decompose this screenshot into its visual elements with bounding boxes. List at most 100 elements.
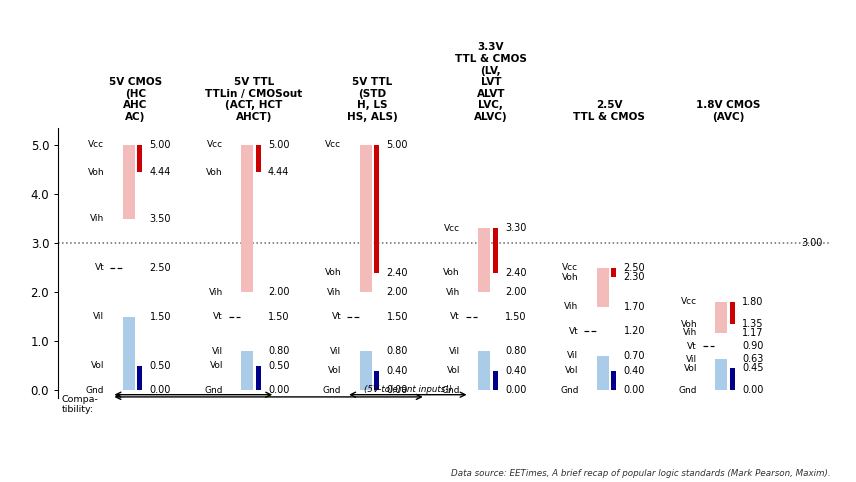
Bar (256, 145, 261, 173)
Text: 0.00: 0.00 (623, 385, 645, 395)
Text: 2.50: 2.50 (623, 263, 645, 273)
Text: Vil: Vil (449, 347, 460, 356)
Text: Vcc: Vcc (207, 140, 223, 149)
Text: 4.44: 4.44 (268, 167, 289, 177)
Text: 0.80: 0.80 (268, 346, 289, 356)
Text: Voh: Voh (562, 273, 579, 282)
Text: 5.00: 5.00 (150, 140, 171, 150)
Text: 1.50: 1.50 (387, 312, 408, 321)
Text: Vt: Vt (687, 342, 697, 350)
Text: Gnd: Gnd (323, 386, 342, 395)
Text: 2.40: 2.40 (387, 268, 408, 278)
Text: 3.50: 3.50 (150, 214, 171, 224)
Text: 1.70: 1.70 (623, 302, 645, 312)
Text: Vih: Vih (446, 288, 460, 296)
Bar (611, 268, 616, 278)
Bar (479, 351, 490, 390)
Text: 5.00: 5.00 (268, 140, 289, 150)
Text: 1.20: 1.20 (623, 326, 645, 336)
Text: Voh: Voh (325, 268, 342, 277)
Text: 2.50: 2.50 (150, 263, 171, 273)
Bar (611, 371, 616, 390)
Text: 0.00: 0.00 (505, 385, 526, 395)
Text: Data source: EETimes, A brief recap of popular logic standards (Mark Pearson, Ma: Data source: EETimes, A brief recap of p… (451, 469, 830, 478)
Text: Vil: Vil (686, 355, 697, 364)
Text: Vih: Vih (90, 214, 104, 223)
Text: 2.00: 2.00 (505, 287, 526, 297)
Text: 0.00: 0.00 (387, 385, 408, 395)
Text: 4.44: 4.44 (150, 167, 171, 177)
Text: 1.80: 1.80 (742, 297, 764, 307)
Text: Vcc: Vcc (444, 224, 460, 233)
Bar (374, 371, 379, 390)
Text: Vih: Vih (683, 328, 697, 337)
Text: Vcc: Vcc (325, 140, 342, 149)
Text: Vt: Vt (450, 312, 460, 321)
Text: Vih: Vih (209, 288, 223, 296)
Bar (374, 145, 379, 272)
Text: 0.50: 0.50 (268, 361, 289, 371)
Text: Vil: Vil (93, 312, 104, 321)
Text: Vcc: Vcc (562, 263, 579, 272)
Text: Gnd: Gnd (205, 386, 223, 395)
Text: Voh: Voh (681, 320, 697, 329)
Text: Vol: Vol (565, 366, 579, 375)
Text: 5V TTL
TTLin / CMOSout
(ACT, HCT
AHCT): 5V TTL TTLin / CMOSout (ACT, HCT AHCT) (205, 77, 302, 122)
Text: 1.17: 1.17 (742, 328, 764, 338)
Text: Vcc: Vcc (88, 140, 104, 149)
Bar (597, 356, 609, 390)
Text: Vol: Vol (684, 364, 697, 373)
Text: Vt: Vt (95, 263, 104, 272)
Text: Voh: Voh (443, 268, 460, 277)
Text: Vil: Vil (568, 351, 579, 361)
Text: Voh: Voh (206, 168, 223, 177)
Text: 5V TTL
(STD
H, LS
HS, ALS): 5V TTL (STD H, LS HS, ALS) (347, 77, 398, 122)
Text: Vol: Vol (210, 361, 223, 370)
Text: 1.8V CMOS
(AVC): 1.8V CMOS (AVC) (696, 100, 760, 122)
Text: 0.40: 0.40 (505, 366, 526, 375)
Bar (597, 268, 609, 307)
Bar (479, 228, 490, 292)
Text: 0.63: 0.63 (742, 354, 764, 364)
Text: Vt: Vt (332, 312, 342, 321)
Text: 2.30: 2.30 (623, 272, 645, 282)
Text: 0.40: 0.40 (387, 366, 408, 375)
Text: 0.40: 0.40 (623, 366, 645, 375)
Bar (360, 145, 372, 292)
Bar (716, 302, 728, 333)
Text: 1.35: 1.35 (742, 319, 764, 329)
Text: Vol: Vol (328, 366, 342, 375)
Text: Vil: Vil (211, 347, 223, 356)
Bar (241, 351, 253, 390)
Text: Vol: Vol (91, 361, 104, 370)
Text: Gnd: Gnd (86, 386, 104, 395)
Bar (137, 366, 142, 390)
Text: Vcc: Vcc (681, 297, 697, 307)
Text: Vt: Vt (568, 327, 579, 336)
Text: Vt: Vt (213, 312, 223, 321)
Text: 5.00: 5.00 (387, 140, 408, 150)
Text: Voh: Voh (88, 168, 104, 177)
Text: Vil: Vil (330, 347, 342, 356)
Bar (493, 371, 498, 390)
Text: (5V-tolerant inputs!): (5V-tolerant inputs!) (364, 385, 452, 394)
Text: Vih: Vih (327, 288, 342, 296)
Text: 0.80: 0.80 (387, 346, 408, 356)
Text: 1.50: 1.50 (505, 312, 526, 321)
Bar (493, 228, 498, 272)
Text: Gnd: Gnd (560, 386, 579, 395)
Text: 3.00: 3.00 (801, 238, 823, 248)
Text: 1.50: 1.50 (268, 312, 289, 321)
Bar (137, 145, 142, 173)
Bar (360, 351, 372, 390)
Text: Compa-
tibility:: Compa- tibility: (62, 395, 98, 415)
Text: 0.00: 0.00 (150, 385, 171, 395)
Text: 3.3V
TTL & CMOS
(LV,
LVT
ALVT
LVC,
ALVC): 3.3V TTL & CMOS (LV, LVT ALVT LVC, ALVC) (455, 42, 526, 122)
Text: 0.50: 0.50 (150, 361, 171, 371)
Bar (241, 145, 253, 292)
Text: 2.40: 2.40 (505, 268, 526, 278)
Text: Vol: Vol (447, 366, 460, 375)
Text: 2.00: 2.00 (268, 287, 289, 297)
Bar (716, 360, 728, 390)
Text: 3.30: 3.30 (505, 223, 526, 233)
